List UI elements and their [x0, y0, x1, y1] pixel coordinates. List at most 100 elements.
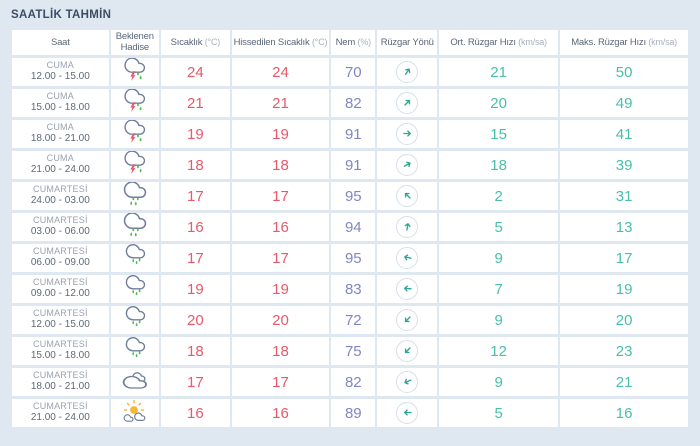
thunderstorm-icon: [111, 89, 159, 117]
light-rain-icon: [111, 244, 159, 272]
col-header-beklenen-hadise: Beklenen Hadise: [110, 30, 159, 55]
wind-arrow-icon: [403, 254, 412, 261]
forecast-row: CUMA 18.00 - 21.00 19 19 91 15 41: [12, 120, 688, 148]
wind-direction-icon: [396, 122, 419, 145]
avg-wind-value: 5: [439, 213, 559, 241]
temperature-value: 16: [160, 399, 230, 427]
row-hours: 21.00 - 24.00: [30, 164, 90, 176]
forecast-row: CUMA 15.00 - 18.00 21 21 82 20 49: [12, 89, 688, 117]
wind-direction-icon: [396, 215, 419, 238]
row-day: CUMA: [46, 91, 74, 102]
header-row: Saat Beklenen Hadise Sıcaklık (°C) Hisse…: [12, 30, 688, 55]
row-hours: 18.00 - 21.00: [30, 133, 90, 145]
panel-title: SAATLİK TAHMİN: [11, 9, 112, 21]
light-rain-icon: [111, 306, 159, 334]
humidity-value: 91: [331, 151, 376, 179]
max-wind-value: 23: [560, 337, 688, 365]
temperature-value: 20: [160, 306, 230, 334]
wind-arrow-icon: [404, 68, 411, 76]
feels-like-value: 19: [231, 120, 330, 148]
feels-like-value: 20: [231, 306, 330, 334]
avg-wind-value: 7: [439, 275, 559, 303]
wind-arrow-icon: [403, 285, 412, 292]
wind-arrow-icon: [404, 347, 411, 354]
row-day: CUMA: [46, 60, 74, 71]
temperature-value: 19: [160, 275, 230, 303]
wind-direction-icon: [396, 308, 419, 331]
feels-like-value: 24: [231, 58, 330, 86]
avg-wind-value: 9: [439, 306, 559, 334]
row-hours: 15.00 - 18.00: [30, 350, 90, 362]
feels-like-value: 19: [231, 275, 330, 303]
feels-like-value: 18: [231, 151, 330, 179]
cloudy-icon: [111, 368, 159, 396]
feels-like-value: 21: [231, 89, 330, 117]
humidity-value: 82: [331, 89, 376, 117]
wind-arrow-icon: [403, 409, 412, 416]
avg-wind-value: 5: [439, 399, 559, 427]
max-wind-value: 17: [560, 244, 688, 272]
temperature-value: 16: [160, 213, 230, 241]
temperature-value: 18: [160, 337, 230, 365]
max-wind-value: 19: [560, 275, 688, 303]
row-hours: 06.00 - 09.00: [30, 257, 90, 269]
wind-direction-icon: [396, 184, 419, 207]
temperature-value: 17: [160, 182, 230, 210]
row-hours: 15.00 - 18.00: [30, 102, 90, 114]
max-wind-value: 13: [560, 213, 688, 241]
humidity-value: 89: [331, 399, 376, 427]
row-day: CUMARTESİ: [33, 370, 88, 381]
feels-like-value: 17: [231, 368, 330, 396]
avg-wind-value: 21: [439, 58, 559, 86]
humidity-value: 91: [331, 120, 376, 148]
wind-direction-icon: [396, 91, 419, 114]
unit-label: (°C): [204, 37, 221, 47]
row-day: CUMARTESİ: [33, 215, 88, 226]
row-day: CUMARTESİ: [33, 401, 88, 412]
col-header-nem: Nem (%): [331, 30, 376, 55]
forecast-row: CUMARTESİ 06.00 - 09.00 17 17 95 9 17: [12, 244, 688, 272]
partly-cloudy-icon: [111, 399, 159, 427]
humidity-value: 75: [331, 337, 376, 365]
heavy-rain-icon: [111, 213, 159, 241]
temperature-value: 19: [160, 120, 230, 148]
avg-wind-value: 18: [439, 151, 559, 179]
wind-arrow-icon: [403, 130, 411, 137]
wind-arrow-icon: [403, 379, 412, 385]
humidity-value: 83: [331, 275, 376, 303]
humidity-value: 95: [331, 182, 376, 210]
wind-direction-icon: [396, 339, 419, 362]
max-wind-value: 39: [560, 151, 688, 179]
thunderstorm-icon: [111, 120, 159, 148]
avg-wind-value: 12: [439, 337, 559, 365]
temperature-value: 21: [160, 89, 230, 117]
max-wind-value: 20: [560, 306, 688, 334]
feels-like-value: 17: [231, 182, 330, 210]
humidity-value: 70: [331, 58, 376, 86]
col-header-hissedilen-sicaklik: Hissedilen Sıcaklık (°C): [231, 30, 330, 55]
forecast-row: CUMA 21.00 - 24.00 18 18 91 18 39: [12, 151, 688, 179]
row-day: CUMARTESİ: [33, 184, 88, 195]
hourly-forecast-table: Saat Beklenen Hadise Sıcaklık (°C) Hisse…: [10, 27, 690, 430]
wind-arrow-icon: [403, 161, 411, 168]
unit-label: (%): [357, 37, 372, 47]
row-day: CUMA: [46, 122, 74, 133]
unit-label: (°C): [312, 37, 328, 47]
max-wind-value: 50: [560, 58, 688, 86]
avg-wind-value: 2: [439, 182, 559, 210]
forecast-row: CUMARTESİ 15.00 - 18.00 18 18 75 12 23: [12, 337, 688, 365]
row-day: CUMARTESİ: [33, 339, 88, 350]
col-header-ort-ruzgar-hizi: Ort. Rüzgar Hızı (km/sa): [439, 30, 559, 55]
light-rain-icon: [111, 337, 159, 365]
forecast-row: CUMA 12.00 - 15.00 24 24 70 21 50: [12, 58, 688, 86]
row-hours: 24.00 - 03.00: [30, 195, 90, 207]
temperature-value: 18: [160, 151, 230, 179]
row-day: CUMARTESİ: [33, 308, 88, 319]
wind-direction-icon: [396, 60, 419, 83]
feels-like-value: 17: [231, 244, 330, 272]
temperature-value: 17: [160, 368, 230, 396]
humidity-value: 94: [331, 213, 376, 241]
feels-like-value: 16: [231, 213, 330, 241]
avg-wind-value: 9: [439, 368, 559, 396]
weather-panel: SAATLİK TAHMİN Saat Beklenen Hadise Sıca…: [10, 9, 690, 430]
